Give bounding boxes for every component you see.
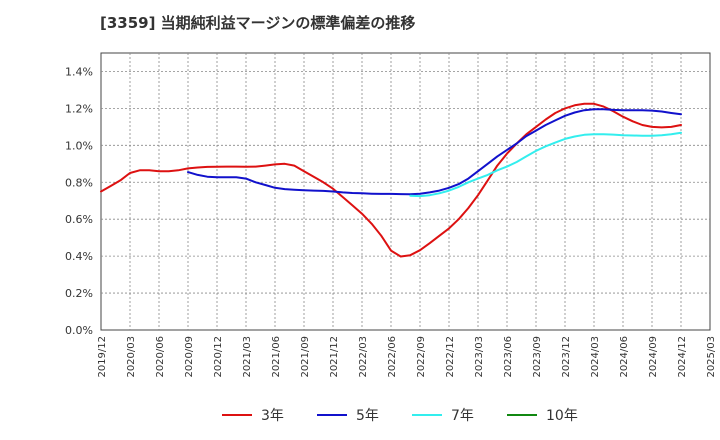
x-tick-label: 2023/03 — [474, 336, 485, 378]
x-tick-label: 2025/03 — [706, 336, 717, 378]
legend-label-5y: 5年 — [356, 408, 379, 424]
x-tick-label: 2024/06 — [619, 336, 630, 378]
y-tick-label: 0.2% — [65, 287, 93, 300]
x-tick-label: 2021/06 — [271, 336, 282, 378]
y-tick-label: 0.8% — [65, 176, 93, 189]
x-tick-label: 2020/09 — [184, 336, 195, 378]
x-tick-label: 2020/06 — [155, 336, 166, 378]
legend-swatch-5y — [317, 414, 347, 416]
x-tick-label: 2021/09 — [300, 336, 311, 378]
y-tick-label: 0.4% — [65, 250, 93, 263]
series-line-3年 — [100, 102, 682, 258]
x-tick-label: 2020/12 — [213, 336, 224, 378]
x-tick-label: 2023/06 — [503, 336, 514, 378]
x-tick-label: 2022/06 — [387, 336, 398, 378]
legend-swatch-10y — [507, 414, 537, 416]
y-tick-label: 0.0% — [65, 324, 93, 337]
y-tick-label: 0.6% — [65, 213, 93, 226]
y-tick-label: 1.4% — [65, 65, 93, 78]
x-tick-label: 2019/12 — [97, 336, 108, 378]
x-tick-label: 2020/03 — [126, 336, 137, 378]
axes: 0.0% 0.2% 0.4% 0.6% 0.8% 1.0% 1.2% 1.4% 2019/12 2… — [65, 65, 717, 377]
x-tick-label: 2023/12 — [561, 336, 572, 378]
legend-swatch-7y — [412, 414, 442, 416]
x-tick-label: 2022/09 — [416, 336, 427, 378]
legend-item-5y: 5年 — [317, 402, 379, 428]
x-tick-label: 2021/03 — [242, 336, 253, 378]
series-line-7年 — [409, 131, 682, 198]
y-tick-label: 1.2% — [65, 102, 93, 115]
x-tick-label: 2022/03 — [358, 336, 369, 378]
grid — [100, 52, 711, 331]
legend-label-3y: 3年 — [261, 408, 284, 424]
legend-label-7y: 7年 — [451, 408, 474, 424]
legend: 3年 5年 7年 10年 — [0, 402, 720, 428]
x-tick-label: 2021/12 — [329, 336, 340, 378]
chart-title: [3359] 当期純利益マージンの標準偏差の推移 — [100, 14, 416, 32]
legend-item-7y: 7年 — [412, 402, 474, 428]
series-line-5年 — [187, 108, 682, 196]
x-tick-label: 2024/09 — [648, 336, 659, 378]
y-tick-label: 1.0% — [65, 139, 93, 152]
x-tick-label: 2024/03 — [590, 336, 601, 378]
legend-swatch-3y — [222, 414, 252, 416]
x-tick-label: 2024/12 — [677, 336, 688, 378]
x-tick-label: 2022/12 — [445, 336, 456, 378]
legend-item-3y: 3年 — [222, 402, 284, 428]
legend-label-10y: 10年 — [546, 408, 578, 424]
x-tick-label: 2023/09 — [532, 336, 543, 378]
legend-item-10y: 10年 — [507, 402, 578, 428]
plot-frame — [100, 52, 711, 331]
series-lines — [100, 102, 682, 258]
